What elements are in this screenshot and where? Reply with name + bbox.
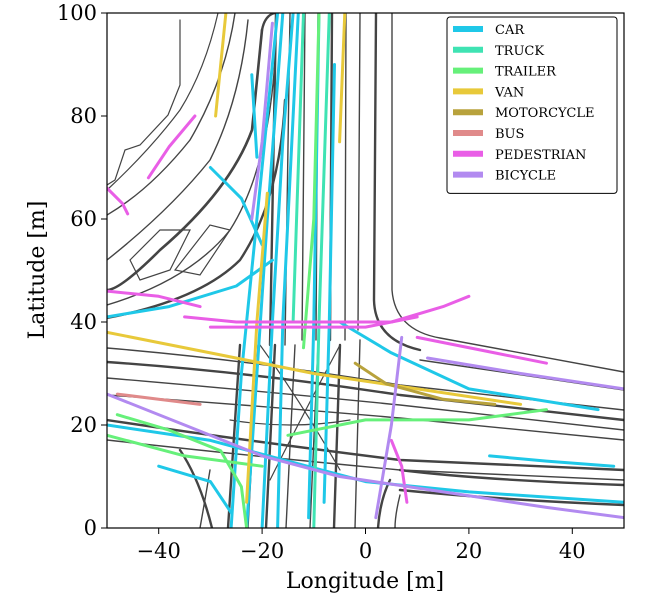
- track-van-3: [338, 13, 347, 144]
- x-axis-label: Longitude [m]: [286, 569, 444, 594]
- legend-label: CAR: [495, 23, 525, 38]
- track-pedestrian-1: [208, 315, 419, 329]
- y-tick-label: 60: [70, 207, 97, 231]
- track-bicycle-1: [374, 335, 404, 520]
- track-car-0: [229, 13, 280, 528]
- x-tick-label: 40: [559, 539, 586, 563]
- x-axis-ticks: −40 −20 0 20 40: [137, 528, 586, 563]
- track-bicycle-2: [426, 356, 624, 391]
- y-tick-label: 20: [70, 413, 97, 437]
- track-pedestrian-6: [415, 335, 548, 365]
- track-trailer-3: [107, 433, 264, 468]
- x-tick-label: −20: [240, 539, 284, 563]
- track-car-10: [208, 166, 264, 247]
- track-bicycle-0: [107, 392, 624, 520]
- track-pedestrian-0: [183, 294, 471, 324]
- track-trailer-2: [302, 13, 321, 350]
- track-car-7: [107, 423, 624, 504]
- track-trailer-0: [115, 413, 249, 528]
- legend-box: [446, 16, 618, 194]
- track-car-8: [338, 320, 600, 412]
- series-bus: [115, 392, 202, 406]
- legend-label: TRUCK: [495, 44, 544, 59]
- x-tick-label: −40: [137, 539, 181, 563]
- legend-label: MOTORCYCLE: [495, 106, 594, 121]
- legend-item-car: CAR: [453, 23, 525, 38]
- track-car-2: [260, 13, 295, 528]
- legend-label: PEDESTRIAN: [495, 148, 586, 163]
- track-car-12: [250, 73, 259, 159]
- track-pedestrian-3: [107, 186, 130, 216]
- track-van-1: [107, 330, 523, 406]
- legend: CAR TRUCK TRAILER VAN MOTORCYCLE BUS PEDESTRIA…: [446, 16, 618, 194]
- y-tick-label: 0: [84, 516, 97, 540]
- track-bicycle-3: [250, 21, 274, 221]
- y-axis-label: Latitude [m]: [25, 201, 50, 340]
- track-pedestrian-4: [107, 289, 202, 309]
- track-car-11: [488, 454, 616, 468]
- legend-label: BICYCLE: [495, 169, 556, 184]
- track-pedestrian-5: [389, 438, 409, 504]
- legend-item-motorcycle: MOTORCYCLE: [453, 106, 594, 121]
- series-motorcycle: [353, 361, 497, 406]
- legend-item-van: VAN: [453, 85, 524, 100]
- series-pedestrian: [107, 114, 548, 504]
- legend-item-bicycle: BICYCLE: [453, 169, 556, 184]
- y-tick-label: 80: [70, 104, 97, 128]
- series-bicycle: [107, 21, 624, 520]
- legend-item-truck: TRUCK: [453, 44, 544, 59]
- trajectories: [107, 13, 624, 528]
- legend-item-trailer: TRAILER: [453, 65, 557, 80]
- x-tick-label: 0: [359, 539, 372, 563]
- road-network: [107, 13, 624, 528]
- legend-label: VAN: [494, 85, 524, 100]
- track-car-6: [107, 258, 274, 319]
- track-car-9: [157, 464, 233, 514]
- track-truck-0: [291, 13, 305, 324]
- legend-label: TRAILER: [495, 65, 557, 80]
- y-tick-label: 100: [57, 1, 97, 25]
- track-motorcycle-0: [353, 361, 497, 406]
- legend-label: BUS: [495, 127, 524, 142]
- legend-item-pedestrian: PEDESTRIAN: [453, 148, 586, 163]
- y-axis-ticks: 0 20 40 60 80 100: [57, 1, 107, 540]
- legend-item-bus: BUS: [453, 127, 524, 142]
- track-bus-0: [115, 392, 202, 406]
- track-trailer-1: [286, 408, 548, 437]
- track-pedestrian-2: [146, 114, 197, 180]
- track-van-0: [214, 13, 228, 118]
- x-tick-label: 20: [456, 539, 483, 563]
- y-tick-label: 40: [70, 310, 97, 334]
- series-trailer: [107, 13, 548, 528]
